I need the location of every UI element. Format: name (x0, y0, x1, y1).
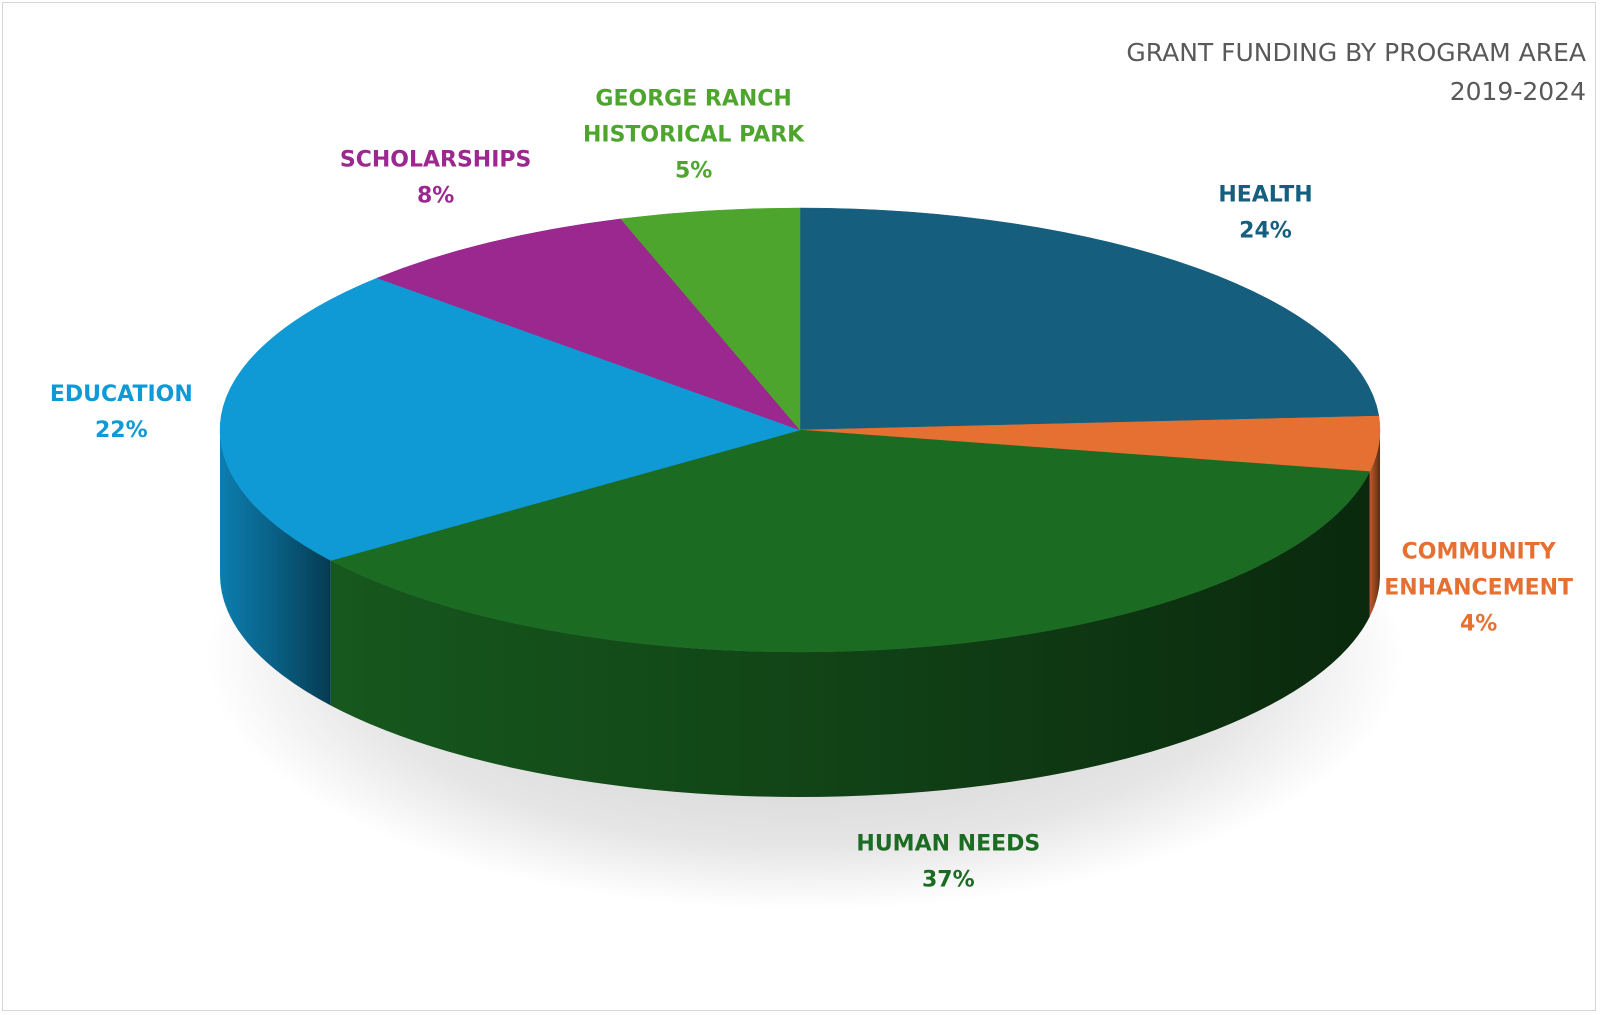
chart-title: GRANT FUNDING BY PROGRAM AREA 2019-2024 (1126, 38, 1586, 106)
chart-title-line-2: 2019-2024 (1450, 77, 1586, 106)
pie-sides (220, 430, 1380, 798)
pie-side-education (220, 430, 331, 706)
pie-slice-health (799, 207, 1380, 431)
pie-slice-human-needs (330, 429, 1371, 653)
pie-tops (219, 207, 1381, 653)
slice-label-human-needs: HUMAN NEEDS 37% (856, 832, 1040, 893)
slice-label-health: HEALTH 24% (1218, 182, 1312, 243)
slice-label-george-ranch-historical-park: GEORGE RANCH HISTORICAL PARK 5% (583, 87, 805, 184)
pie-labels: HEALTH 24% COMMUNITY ENHANCEMENT 4% HUMAN NEE… (50, 87, 1573, 893)
slice-label-community-enhancement: COMMUNITY ENHANCEMENT 4% (1384, 540, 1573, 637)
chart-title-line-1: GRANT FUNDING BY PROGRAM AREA (1126, 38, 1586, 67)
pie-slice-education (219, 277, 801, 561)
pie-slice-george-ranch-historical-park (620, 207, 801, 431)
pie-side-community-enhancement (1369, 430, 1380, 617)
slice-label-education: EDUCATION 22% (50, 382, 193, 443)
slice-label-scholarships: SCHOLARSHIPS 8% (340, 148, 532, 209)
pie-slice-scholarships (376, 218, 801, 431)
pie-side-human-needs (330, 471, 1370, 798)
